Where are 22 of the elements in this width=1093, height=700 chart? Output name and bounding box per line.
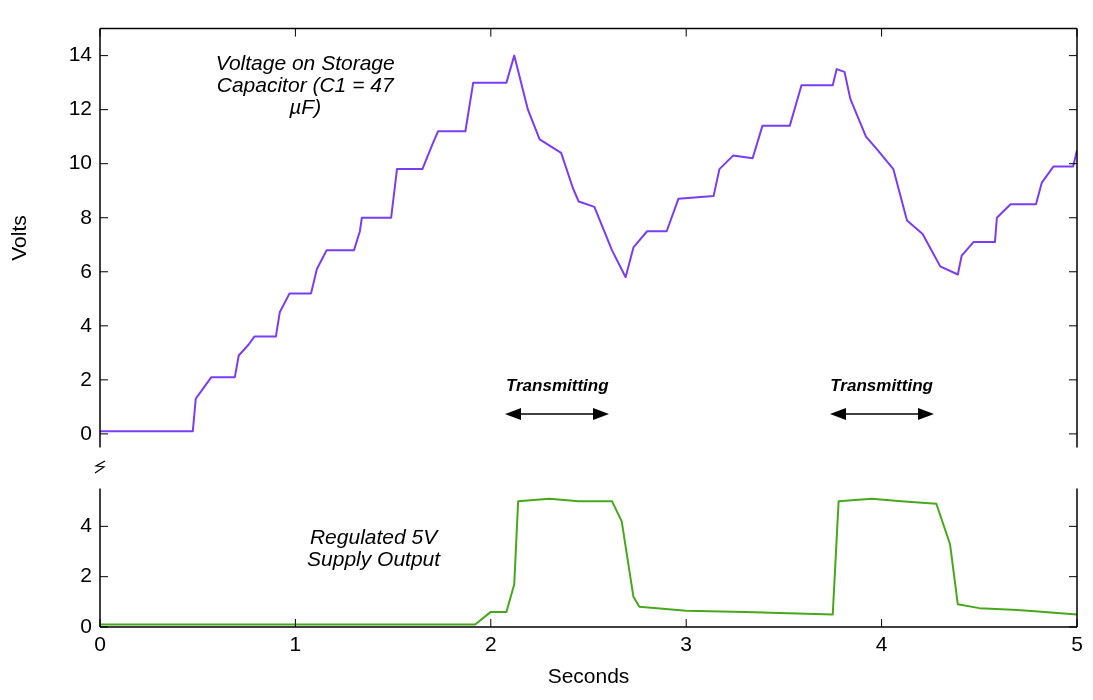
y-tick-label: 12 <box>68 96 92 120</box>
text: Voltage on Storage Capacitor (C1 = 47 µF) <box>215 51 395 119</box>
y-tick-label: 0 <box>80 420 92 444</box>
y-axis-title: Volts <box>7 215 31 261</box>
annotation: Transmitting <box>830 376 934 396</box>
x-tick-label: 5 <box>1071 632 1083 656</box>
y-tick-label: 2 <box>80 366 92 390</box>
x-tick-label: 3 <box>680 632 693 656</box>
annotation: Transmitting <box>505 376 610 396</box>
y-tick-label: 6 <box>80 258 92 282</box>
x-axis-title: Seconds <box>547 664 630 688</box>
y-tick-label: 2 <box>80 563 92 587</box>
y-tick-label: 10 <box>68 150 92 174</box>
x-tick-label: 1 <box>289 632 302 656</box>
y-tick-label: 0 <box>80 613 92 637</box>
y-tick-label: 8 <box>80 204 92 228</box>
y-tick-label: 14 <box>68 42 93 66</box>
y-tick-label: 4 <box>80 513 93 537</box>
y-tick-label: 4 <box>80 312 93 336</box>
text: Regulated 5V Supply Output <box>307 524 442 570</box>
x-tick-label: 2 <box>484 632 497 656</box>
x-tick-label: 4 <box>875 632 888 656</box>
